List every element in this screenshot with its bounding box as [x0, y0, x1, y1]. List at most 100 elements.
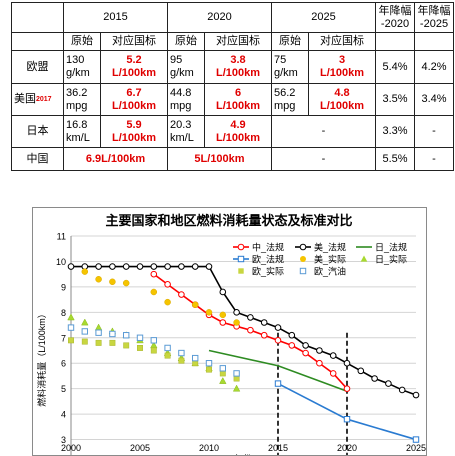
series-line: [208, 349, 348, 392]
corner-cell: [11, 2, 64, 33]
us-rate-2020: 3.5%: [375, 83, 415, 116]
data-point: [178, 291, 185, 298]
data-point: [233, 370, 240, 377]
y-tick-label: 8: [61, 308, 66, 318]
legend-swatch-marker: [360, 255, 368, 262]
legend-label: 美_实际: [314, 254, 346, 265]
data-point: [343, 416, 351, 423]
data-point: [136, 263, 144, 270]
data-point: [67, 313, 75, 321]
data-point: [274, 380, 282, 387]
data-point: [233, 319, 240, 326]
data-point: [150, 337, 157, 344]
data-point: [164, 344, 171, 352]
data-point: [95, 329, 102, 336]
data-point: [67, 324, 75, 331]
y-tick-label: 6: [61, 359, 66, 369]
data-point: [329, 370, 337, 377]
data-point: [316, 347, 323, 354]
data-point: [219, 365, 227, 372]
data-point: [219, 288, 227, 296]
eu-orig-2015: 130 g/km: [63, 50, 101, 84]
data-point: [412, 391, 420, 399]
table-row-us: 美国2017 36.2 mpg 6.7 L/100km 44.8 mpg 6 L/100…: [11, 83, 454, 116]
orig-2025-subheader: 原始: [271, 32, 309, 51]
x-tick-label: 2025: [406, 443, 426, 453]
data-point: [205, 263, 213, 270]
jp-target-2015: 5.9 L/100km: [100, 115, 168, 148]
us-target-2020: 6 L/100km: [204, 83, 272, 116]
target-2025-subheader: 对应国标: [308, 32, 376, 51]
data-point: [302, 342, 309, 349]
data-point: [329, 352, 337, 359]
x-tick-label: 2000: [61, 443, 81, 453]
us-orig-2020: 44.8 mpg: [167, 83, 205, 116]
y-tick-label: 7: [61, 333, 66, 343]
country-jp: 日本: [11, 115, 64, 148]
data-point: [385, 380, 392, 387]
data-point: [178, 357, 185, 364]
country-us: 美国2017: [11, 83, 64, 116]
data-point: [164, 298, 171, 306]
data-point: [357, 367, 365, 375]
data-point: [136, 334, 144, 341]
data-point: [219, 319, 227, 326]
data-point: [178, 349, 185, 357]
data-point: [122, 263, 130, 270]
rate-2025-header: 年降幅 -2025: [414, 2, 454, 33]
jp-target-2020: 4.9 L/100km: [204, 115, 272, 148]
fuel-consumption-chart: 主要国家和地区燃料消耗量状态及标准对比 3 4 5 6 7 8 9 10 11 2000 2005 20…: [32, 207, 427, 456]
data-point: [398, 386, 406, 394]
data-point: [205, 309, 213, 316]
cn-2020: 5L/100km: [167, 147, 272, 171]
data-point: [68, 337, 74, 344]
x-tick-label: 2005: [130, 443, 150, 453]
cn-2025: -: [271, 147, 376, 171]
rate-spacer-2020: [375, 32, 415, 51]
data-point: [95, 339, 102, 346]
data-point: [109, 263, 116, 270]
cn-rate-2020: 5.5%: [375, 147, 415, 171]
chart-title: 主要国家和地区燃料消耗量状态及标准对比: [105, 213, 352, 228]
jp-orig-2015: 16.8 km/L: [63, 115, 101, 148]
data-point: [274, 337, 282, 344]
data-point: [233, 309, 240, 316]
y-tick-label: 10: [56, 257, 66, 267]
chart-svg: 主要国家和地区燃料消耗量状态及标准对比 3 4 5 6 7 8 9 10 11 2000 2005 20…: [36, 213, 426, 455]
cn-2015: 6.9L/100km: [63, 147, 168, 171]
data-point: [247, 314, 254, 321]
data-point: [288, 342, 296, 349]
rate-spacer-2025: [414, 32, 454, 51]
table-row-cn: 中国 6.9L/100km 5L/100km - 5.5% -: [11, 147, 454, 171]
target-2015-subheader: 对应国标: [100, 32, 168, 51]
subheader-spacer: [11, 32, 64, 51]
eu-orig-2020: 95 g/km: [167, 50, 205, 84]
legend-label: 欧_实际: [252, 266, 284, 277]
us-rate-2025: 3.4%: [414, 83, 454, 116]
us-orig-2025: 56.2 mpg: [271, 83, 309, 116]
table-row-eu: 欧盟 130 g/km 5.2 L/100km 95 g/km 3.8 L/100km …: [11, 50, 454, 84]
rate-2020-header: 年降幅 -2020: [375, 2, 415, 33]
legend-swatch-marker: [237, 255, 245, 263]
jp-orig-2020: 20.3 km/L: [167, 115, 205, 148]
legend-label: 日_实际: [375, 254, 407, 265]
x-tick-label: 2010: [199, 443, 219, 453]
data-point: [81, 338, 88, 345]
y-tick-label: 4: [61, 410, 66, 420]
year-2025-header: 2025: [271, 2, 376, 33]
year-2020-header: 2020: [167, 2, 272, 33]
data-point: [150, 288, 158, 296]
eu-target-2020: 3.8 L/100km: [204, 50, 272, 84]
data-point: [247, 326, 254, 334]
us-orig-2015: 36.2 mpg: [63, 83, 101, 116]
legend-label: 中_法规: [252, 242, 284, 253]
y-axis-label: 燃料消耗量（L/100km）: [36, 309, 47, 407]
eu-rate-2025: 4.2%: [414, 50, 454, 84]
data-point: [150, 270, 158, 278]
cn-rate-2025: -: [414, 147, 454, 171]
legend-swatch-marker: [299, 267, 307, 275]
y-tick-label: 9: [61, 282, 66, 292]
data-point: [81, 328, 88, 335]
x-axis-label: 年份: [234, 453, 252, 455]
data-point: [109, 339, 116, 346]
